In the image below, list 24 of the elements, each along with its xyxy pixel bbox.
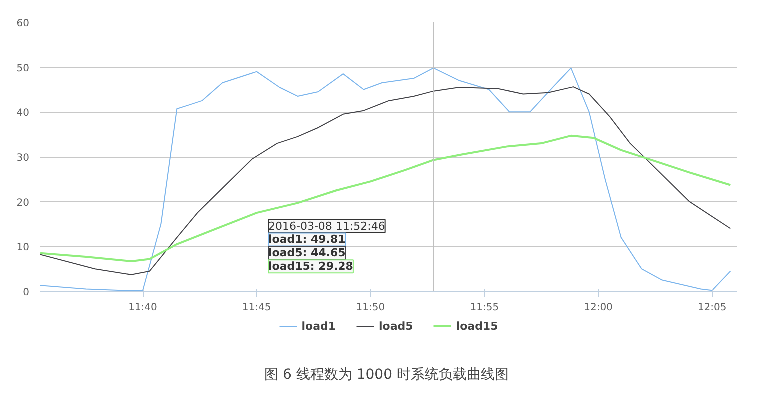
line-series [40,86,732,276]
line-series [40,68,732,292]
legend-label: load1 [302,320,336,332]
y-tick-label: 50 [16,63,30,74]
legend-label: load5 [379,320,414,332]
x-tick-label: 11:45 [242,302,272,314]
x-tick-label: 11:50 [356,302,386,314]
x-tick-label: 11:55 [470,302,500,314]
text: 图 6 线程数为 1000 时系统负载曲线图 [264,367,509,384]
y-tick-label: 20 [16,198,30,209]
annotation: 2016-03-08 11:52:46 [268,220,386,233]
annotation: load1: 49.81 [268,233,346,246]
annotation: load5: 44.65 [268,246,346,260]
x-tick-label: 11:40 [128,302,158,314]
annotation: load15: 29.28 [268,260,354,274]
x-tick-label: 12:00 [584,302,613,314]
y-tick-label: 60 [16,18,30,30]
x-tick-label: 12:05 [698,302,727,314]
y-tick-label: 10 [16,242,30,254]
y-tick-label: 40 [16,108,30,120]
line-series [40,134,732,262]
y-tick-label: 0 [23,288,30,298]
y-tick-label: 30 [16,153,30,164]
legend-label: load15 [456,320,498,332]
